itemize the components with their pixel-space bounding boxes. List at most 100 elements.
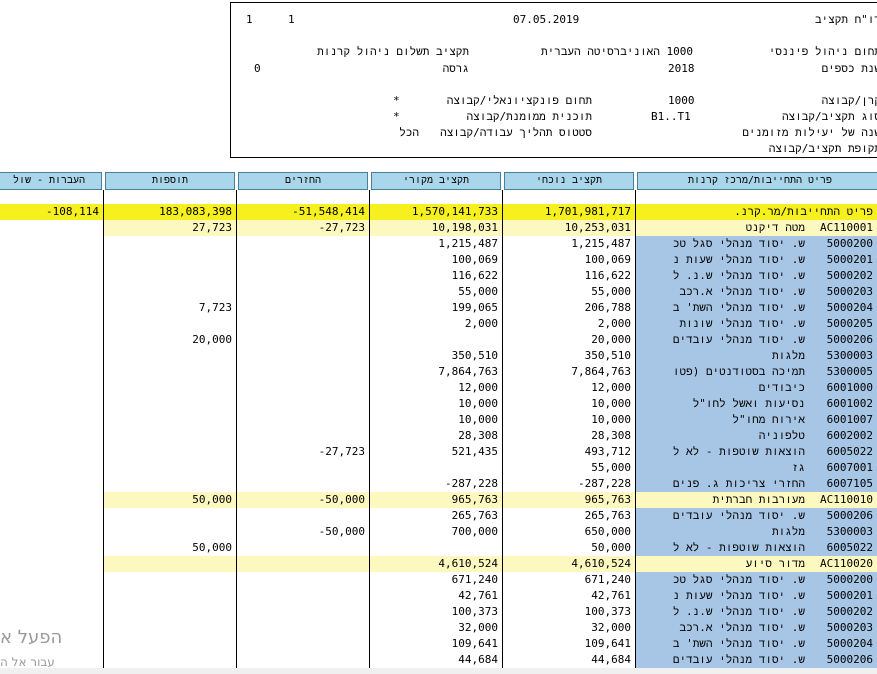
table-row[interactable]: 109,641 109,641 5000204 ש. יסוד מנהלי השת' …	[0, 636, 877, 652]
column-header-description[interactable]: פריט התחייבות/מרכז קרנות	[637, 172, 877, 190]
cell-transfers	[0, 284, 103, 300]
item-name: החזרי צריכות ג. פנים	[672, 477, 805, 490]
column-header-current-budget[interactable]: תקציב נוכחי	[504, 172, 634, 190]
table-row[interactable]: -287,228 -287,228 6007105 החזרי צריכות ג. פ…	[0, 476, 877, 492]
item-code: 5300003	[826, 349, 873, 362]
cell-additions: 27,723	[104, 220, 236, 236]
cell-transfers	[0, 588, 103, 604]
group-row[interactable]: 50,000 -50,000 965,763 965,763 AC110010מעורב…	[0, 492, 877, 508]
group-row[interactable]: 4,610,524 4,610,524 AC110020 מדור סיוע	[0, 556, 877, 572]
budget-payment-label: תקציב תשלום ניהול קרנות	[317, 45, 469, 58]
item-code: 5000203	[826, 285, 873, 298]
group-row[interactable]: 27,723 -27,723 10,198,031 10,253,031 AC11000…	[0, 220, 877, 236]
cell-original: 4,610,524	[370, 556, 502, 572]
cell-description: 6001000 כיבודים	[636, 380, 877, 396]
cell-additions	[104, 620, 236, 636]
table-row[interactable]: 28,308 28,308 6002002 טלפוניה	[0, 428, 877, 444]
item-name: מדור סיוע	[745, 557, 805, 570]
cell-description: 5000201 ש. יסוד מנהלי שעות נ	[636, 252, 877, 268]
item-name: ש. יסוד מנהלי עובדים	[672, 653, 805, 666]
column-header-returns[interactable]: החזרים	[238, 172, 368, 190]
cell-original	[370, 460, 502, 476]
grid-line	[369, 190, 370, 674]
table-row[interactable]: 12,000 12,000 6001000 כיבודים	[0, 380, 877, 396]
cell-description: AC110020 מדור סיוע	[636, 556, 877, 572]
cell-original: 10,198,031	[370, 220, 502, 236]
table-row[interactable]: 671,240 671,240 5000200 ש. יסוד מנהלי סגל ט…	[0, 572, 877, 588]
cell-additions: 50,000	[192, 541, 232, 554]
cell-returns	[237, 252, 369, 268]
cell-additions	[104, 556, 236, 572]
cell-transfers	[0, 332, 103, 348]
cell-description: 5000206 ש. יסוד מנהלי עובדים	[636, 332, 877, 348]
cell-returns	[237, 508, 369, 524]
cell-transfers	[0, 380, 103, 396]
cell-description: AC110001 מטה דיקנט	[636, 220, 877, 236]
report-header-box: 1 1 07.05.2019 דו"ח תקציב תחום ניהול פינ…	[230, 2, 877, 158]
item-code: 5000204	[826, 637, 873, 650]
cell-returns	[237, 652, 369, 668]
table-row[interactable]: 7,864,763 7,864,763 5300005 תמיכה בסטודנטים…	[0, 364, 877, 380]
cell-description: 6005022 הוצאות שוטפות - לא ל	[636, 444, 877, 460]
table-row[interactable]: 42,761 42,761 5000201 ש. יסוד מנהלי שעות נ	[0, 588, 877, 604]
table-row[interactable]: 100,373 100,373 5000202 ש. יסוד מנהלי ש.נ. …	[0, 604, 877, 620]
table-row[interactable]: 55,000 55,000 5000203 ש. יסוד מנהלי א.רכב	[0, 284, 877, 300]
cell-original: 1,570,141,733	[370, 204, 502, 220]
item-name: ש. יסוד מנהלי א.רכב	[679, 285, 805, 298]
table-row[interactable]: 100,069 100,069 5000201 ש. יסוד מנהלי שעות …	[0, 252, 877, 268]
cell-current: 55,000	[591, 285, 631, 298]
table-row[interactable]: 44,684 44,684 5000206 ש. יסוד מנהלי עובדים	[0, 652, 877, 668]
item-name: מעורבות חברתית	[712, 493, 805, 506]
column-header-additions[interactable]: תוספות	[105, 172, 235, 190]
table-row[interactable]: 1,215,487 1,215,487 5000200 ש. יסוד מנהלי ס…	[0, 236, 877, 252]
item-code: 6002002	[826, 429, 873, 442]
table-row[interactable]: 116,622 116,622 5000202 ש. יסוד מנהלי ש.נ. …	[0, 268, 877, 284]
cell-returns	[237, 332, 369, 348]
cell-transfers: -108,114	[0, 204, 103, 220]
table-row[interactable]: 10,000 10,000 6001002 נסיעות ואשל לחו"ל	[0, 396, 877, 412]
process-status-value: הכל	[399, 126, 419, 139]
bottom-strip	[0, 668, 877, 674]
table-row[interactable]: 265,763 265,763 5000206 ש. יסוד מנהלי עובדי…	[0, 508, 877, 524]
total-row[interactable]: -108,114 183,083,398 -51,548,414 1,570,141,…	[0, 204, 877, 220]
cell-returns	[237, 620, 369, 636]
cell-returns	[237, 556, 369, 572]
table-row[interactable]: 7,723 199,065 206,788 5000204 ש. יסוד מנהלי …	[0, 300, 877, 316]
table-row[interactable]: -50,000 700,000 650,000 5300003 מלגות	[0, 524, 877, 540]
cell-additions	[104, 380, 236, 396]
table-row[interactable]: 10,000 10,000 6001007 אירוח מחו"ל	[0, 412, 877, 428]
item-code: 6001000	[826, 381, 873, 394]
cell-current: 350,510	[584, 349, 631, 362]
column-header-transfers[interactable]: העברות - שול	[0, 172, 102, 190]
item-code: AC110010	[820, 493, 873, 506]
budget-period-label: תקופת תקציב/קבוצה	[768, 142, 877, 155]
table-row[interactable]: 2,000 2,000 5000205 ש. יסוד מנהלי שונות	[0, 316, 877, 332]
cell-description: 5000201 ש. יסוד מנהלי שעות נ	[636, 588, 877, 604]
cell-original	[370, 332, 502, 348]
cell-description: פריט התחייבות/מר.קרנ.	[636, 204, 877, 220]
cell-current: 7,864,763	[571, 365, 631, 378]
table-row[interactable]: 20,000 20,000 5000206 ש. יסוד מנהלי עובדים	[0, 332, 877, 348]
table-row[interactable]: 32,000 32,000 5000203 ש. יסוד מנהלי א.רכב	[0, 620, 877, 636]
fund-label: קרן/קבוצה	[821, 94, 877, 107]
item-name: מלגות	[771, 349, 805, 362]
table-row[interactable]: 55,000 6007001 גז	[0, 460, 877, 476]
cell-additions	[104, 588, 236, 604]
cell-current: 50,000	[591, 541, 631, 554]
column-header-original-budget[interactable]: תקציב מקורי	[371, 172, 501, 190]
financial-area-label: תחום ניהול פיננסי	[768, 45, 877, 58]
item-code: 5000202	[826, 605, 873, 618]
table-row[interactable]: -27,723 521,435 493,712 6005022 הוצאות שוטפו…	[0, 444, 877, 460]
cell-returns: -50,000	[237, 492, 369, 508]
cell-additions	[104, 460, 236, 476]
item-code: 6005022	[826, 541, 873, 554]
table-row[interactable]: 50,000 50,000 6005022 הוצאות שוטפות - לא ל	[0, 540, 877, 556]
cell-original: 521,435	[451, 445, 498, 458]
cell-returns: -27,723	[318, 445, 365, 458]
cell-description: 5000200 ש. יסוד מנהלי סגל טכ	[636, 236, 877, 252]
cell-additions	[104, 572, 236, 588]
cell-transfers	[0, 220, 103, 236]
cell-description: 5000204 ש. יסוד מנהלי השת' ב	[636, 636, 877, 652]
cell-current: 1,701,981,717	[503, 204, 635, 220]
table-row[interactable]: 350,510 350,510 5300003 מלגות	[0, 348, 877, 364]
